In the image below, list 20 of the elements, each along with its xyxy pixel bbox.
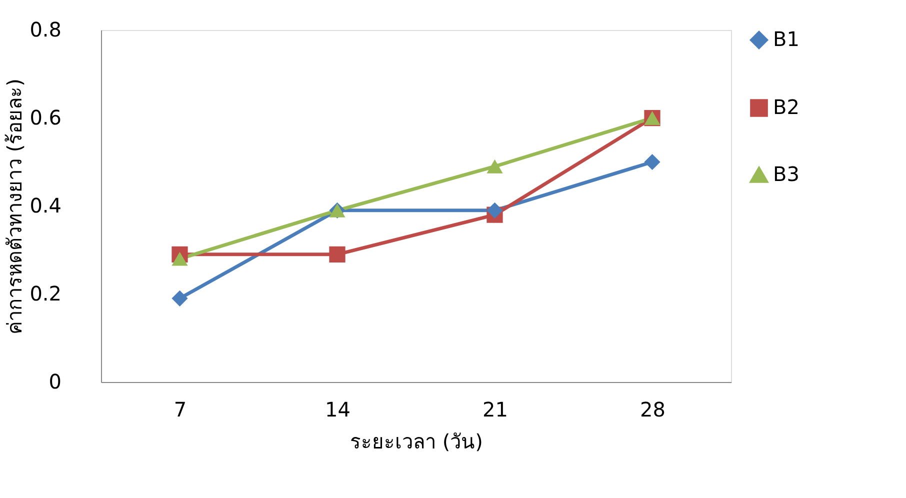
point bbox=[329, 246, 346, 262]
y-tick-label: 0.4 bbox=[30, 194, 62, 218]
point bbox=[644, 154, 660, 170]
x-axis-title: ระยะเวลา (วัน) bbox=[350, 430, 483, 454]
legend-label: B3 bbox=[773, 162, 800, 186]
point bbox=[172, 252, 188, 266]
x-tick-label: 21 bbox=[482, 398, 508, 422]
point bbox=[486, 159, 503, 174]
y-tick-label: 0.2 bbox=[30, 282, 62, 306]
y-tick-label: 0.6 bbox=[30, 106, 62, 130]
x-tick-label: 28 bbox=[640, 398, 666, 422]
y-tick-label: 0.8 bbox=[30, 18, 62, 42]
y-axis-title: ค่าการหดตัวทางยาว (ร้อยละ) bbox=[2, 78, 27, 334]
y-tick-label: 0 bbox=[48, 370, 62, 394]
x-tick-label: 7 bbox=[174, 398, 187, 422]
point bbox=[486, 202, 503, 218]
x-tick-label: 14 bbox=[325, 398, 350, 422]
legend-label: B2 bbox=[773, 95, 800, 119]
point bbox=[172, 290, 188, 306]
legend-label: B1 bbox=[773, 27, 800, 51]
